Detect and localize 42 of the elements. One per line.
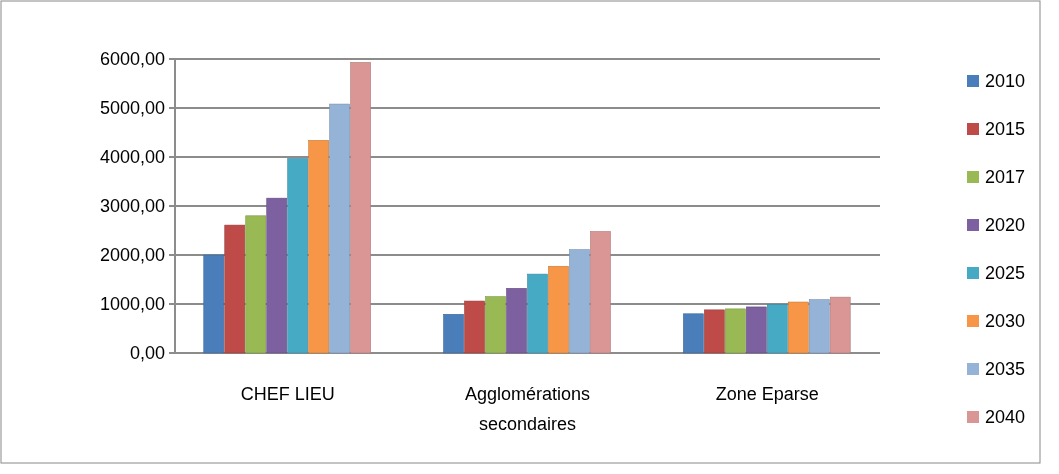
y-tick-label: 3000,00 (99, 196, 165, 217)
bar (506, 288, 527, 354)
bar (464, 300, 485, 354)
x-tick-label: CHEF LIEU (240, 384, 335, 404)
bar (787, 301, 809, 354)
x-tick-label: Zone Eparse (715, 384, 819, 404)
legend-label: 2035 (985, 359, 1026, 380)
bar (287, 158, 308, 354)
bar (569, 249, 590, 354)
bar (224, 224, 246, 354)
bar (704, 309, 725, 354)
bar (767, 304, 788, 354)
bar (829, 296, 851, 354)
bar (443, 313, 464, 354)
bar (266, 197, 287, 354)
bar (308, 140, 329, 354)
legend-label: 2040 (985, 407, 1026, 428)
bar (548, 265, 569, 354)
y-tick-label: 4000,00 (99, 147, 165, 168)
legend-label: 2020 (985, 215, 1026, 236)
bar (203, 254, 225, 354)
bar (485, 296, 506, 354)
legend-label: 2030 (985, 311, 1026, 332)
legend-label: 2015 (985, 119, 1026, 140)
bar (590, 231, 611, 354)
y-tick-label: 0,00 (129, 343, 165, 364)
y-tick-label: 2000,00 (99, 245, 165, 266)
y-tick-label: 1000,00 (99, 294, 165, 315)
legend-label: 2017 (985, 167, 1026, 188)
bar (329, 103, 350, 354)
legend-label: 2010 (985, 71, 1026, 92)
legend-label: 2025 (985, 263, 1026, 284)
bar (746, 306, 767, 354)
bar (245, 215, 267, 354)
bar (683, 313, 704, 354)
bar (350, 62, 371, 354)
y-tick-label: 6000,00 (99, 49, 165, 70)
x-tick-label: Agglomérations secondaires (464, 384, 591, 434)
y-tick-label: 5000,00 (99, 98, 165, 119)
bar (808, 299, 830, 354)
bar (527, 273, 548, 354)
bar (725, 308, 746, 354)
